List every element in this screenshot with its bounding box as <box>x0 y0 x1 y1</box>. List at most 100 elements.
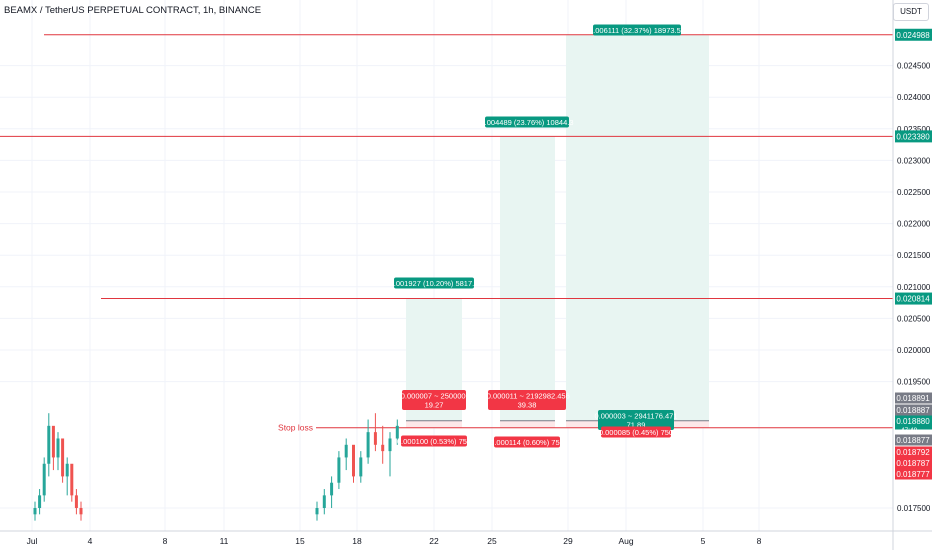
stop-label-text: 0.000114 (0.60%) 750 <box>490 438 564 447</box>
candle-body <box>330 482 334 496</box>
price-axis-label-text: 0.018777 <box>896 470 930 479</box>
y-tick-label: 0.021000 <box>897 283 931 292</box>
time-axis[interactable]: Jul 4 8 11 15 18 22 25 29 Aug 5 8 <box>0 530 932 546</box>
price-tag-text: 0.020814 <box>896 295 930 304</box>
x-tick-label: 5 <box>701 536 706 546</box>
candle-body <box>51 425 55 458</box>
price-axis-label-text: 0.018792 <box>896 448 930 457</box>
stop-label <box>494 436 560 448</box>
x-tick-label: 8 <box>163 536 168 546</box>
candle-body <box>79 508 83 515</box>
candle-body <box>315 508 319 515</box>
candle-body <box>359 457 363 477</box>
price-tag <box>895 292 932 305</box>
price-axis-label-text: 0.018891 <box>896 394 930 403</box>
y-tick-label: 0.022500 <box>897 188 931 197</box>
candle-body <box>47 425 51 464</box>
y-tick-label: 0.022000 <box>897 220 931 229</box>
x-tick-label: 18 <box>352 536 362 546</box>
candle-body <box>56 438 60 458</box>
target-zone <box>500 136 555 421</box>
price-axis-label <box>895 392 932 404</box>
y-tick-label: 0.024500 <box>897 62 931 71</box>
candle-body <box>366 432 370 458</box>
candle-body <box>337 457 341 483</box>
candle-body <box>61 438 65 477</box>
candle-body <box>381 444 385 452</box>
price-axis-label <box>895 457 932 469</box>
x-tick-label: Aug <box>618 536 633 546</box>
position-info-label-text: 19.27 <box>425 401 444 410</box>
target-label-text: 0.001927 (10.20%) 5817.5 <box>390 279 479 288</box>
target-label <box>593 24 681 36</box>
candle-body <box>74 495 78 508</box>
countdown-text: 47:49 <box>901 427 918 434</box>
x-tick-label: 11 <box>220 536 229 546</box>
price-tag <box>895 28 932 41</box>
stop-label-text: 0.000085 (0.45%) 750 <box>599 428 673 437</box>
x-tick-label: 8 <box>757 536 762 546</box>
y-tick-label: 0.024000 <box>897 93 931 102</box>
x-tick-label: 25 <box>487 536 497 546</box>
target-zone <box>566 34 709 421</box>
target-label <box>394 277 474 289</box>
target-label <box>485 116 569 128</box>
x-tick-label: 22 <box>429 536 439 546</box>
candle-body <box>373 432 377 445</box>
position-info-label-text: 39.38 <box>518 401 537 410</box>
candle-body <box>65 463 69 477</box>
price-tag <box>895 130 932 143</box>
candle-body <box>395 425 399 439</box>
price-tag-text: 0.023380 <box>896 132 930 141</box>
x-tick-label: 15 <box>295 536 305 546</box>
y-tick-label: 0.021500 <box>897 251 931 260</box>
price-axis-label-text: 0.018787 <box>896 459 930 468</box>
candle-body <box>33 508 37 515</box>
y-tick-label: 0.020500 <box>897 314 931 323</box>
stop-label-text: 0.000100 (0.53%) 750 <box>397 437 471 446</box>
y-tick-label: 0.023500 <box>897 125 931 134</box>
position-info-label-text: -0.000007 ~ 2500000 <box>398 392 470 401</box>
candle-body <box>352 444 355 477</box>
price-axis-label <box>895 404 932 416</box>
x-tick-label: 4 <box>88 536 93 546</box>
target-label-text: 0.004489 (23.76%) 10844.3 <box>481 118 574 127</box>
position-info-label-text: 71.89 <box>627 421 646 430</box>
position-info-label <box>598 410 674 430</box>
position-info-label <box>402 390 466 410</box>
price-axis-label <box>895 434 932 446</box>
y-tick-label: 0.017500 <box>897 504 931 513</box>
currency-button[interactable]: USDT <box>893 3 929 21</box>
price-tag-text: 0.024988 <box>896 31 930 40</box>
position-zones <box>406 34 709 428</box>
stop-label <box>601 426 671 438</box>
y-tick-label: 0.020000 <box>897 346 931 355</box>
x-tick-label: 29 <box>563 536 573 546</box>
price-axis-label-text: 0.018880 <box>896 417 930 426</box>
position-info-label-text: 0.000003 ~ 2941176.471 <box>594 412 677 421</box>
price-axis-label <box>895 415 932 430</box>
candle-body <box>70 463 74 496</box>
chart-title: BEAMX / TetherUS PERPETUAL CONTRACT, 1h,… <box>4 5 262 16</box>
grid <box>0 0 893 531</box>
stop-zone <box>500 420 555 428</box>
candle-body <box>322 495 326 508</box>
stop-loss-label: Stop loss <box>278 423 313 433</box>
candle-body <box>344 444 348 458</box>
position-labels: 0.001927 (10.20%) 5817.5 -0.000007 ~ 2500… <box>390 24 685 448</box>
price-axis[interactable]: 0.017500 0.019500 0.020000 0.020500 0.021000… <box>892 0 932 550</box>
x-tick-label: Jul <box>27 536 38 546</box>
stop-zone <box>406 420 462 428</box>
y-tick-label: 0.023000 <box>897 156 931 165</box>
position-info-label-text: -0.000011 ~ 2192982.456 <box>484 392 570 401</box>
price-axis-label-text: 0.018887 <box>896 406 930 415</box>
horizontal-lines[interactable]: Stop loss <box>0 34 893 433</box>
target-label-text: 0.006111 (32.37%) 18973.53 <box>589 26 685 35</box>
candle-body <box>388 438 392 452</box>
stop-label <box>401 435 467 447</box>
candle-body <box>42 463 46 496</box>
price-axis-label-text: 0.018877 <box>896 436 930 445</box>
price-axis-label <box>895 468 932 480</box>
price-axis-label <box>895 446 932 458</box>
